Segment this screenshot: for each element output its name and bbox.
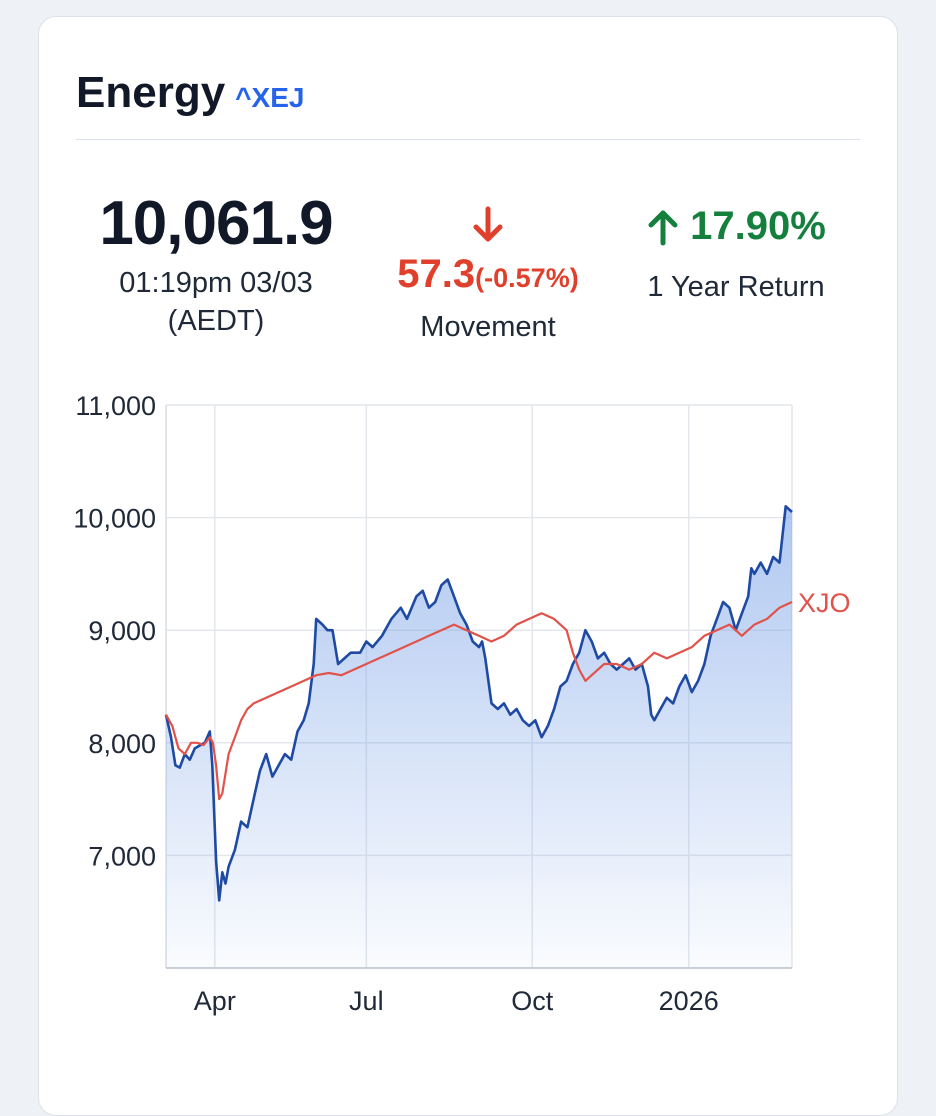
price-timestamp: 01:19pm 03/03 (AEDT) [76,264,356,340]
chart-axes: 11,000 10,000 9,000 8,000 7,000 Apr Jul Oct 2026… [73,391,850,1016]
arrow-down-icon [473,206,503,242]
y-tick-label: 9,000 [88,616,156,646]
movement-percent: (-0.57%) [475,263,579,293]
x-tick-label: Oct [511,986,554,1016]
arrow-up-icon [648,210,678,245]
x-tick-label: Apr [194,986,236,1016]
chart-lines [164,505,793,902]
price-block: 10,061.9 01:19pm 03/03 (AEDT) [76,188,356,340]
ticker-link[interactable]: ^XEJ [235,82,305,113]
return-label: 1 Year Return [647,271,825,303]
y-tick-label: 7,000 [88,841,156,871]
title-row: Energy ^XEJ [76,68,304,118]
chart-area [166,506,792,968]
series-line-xjo [165,600,793,801]
card-content: Energy ^XEJ 10,061.9 01:19pm 03/03 (AEDT… [38,16,898,1094]
return-block: 17.90% 1 Year Return [616,204,856,304]
return-values: 17.90% [616,204,856,249]
current-price: 10,061.9 [99,189,333,258]
series-label: XJO [798,588,851,618]
movement-block: 57.3(-0.57%) Movement [368,206,608,344]
x-tick-label: 2026 [659,986,719,1016]
y-tick-label: 10,000 [73,504,156,534]
movement-values: 57.3(-0.57%) [368,252,608,297]
price-time-line1: 01:19pm 03/03 [119,267,313,299]
movement-label: Movement [420,311,556,343]
header-divider [76,139,860,140]
series-area-fill [166,506,792,968]
price-time-line2: (AEDT) [167,305,265,337]
x-tick-label: Jul [349,986,384,1016]
y-tick-label: 8,000 [88,729,156,759]
y-tick-label: 11,000 [75,391,156,421]
series-line-xej [164,505,793,902]
return-value: 17.90% [690,204,826,248]
index-title: Energy [76,68,226,117]
movement-value: 57.3 [397,252,476,296]
